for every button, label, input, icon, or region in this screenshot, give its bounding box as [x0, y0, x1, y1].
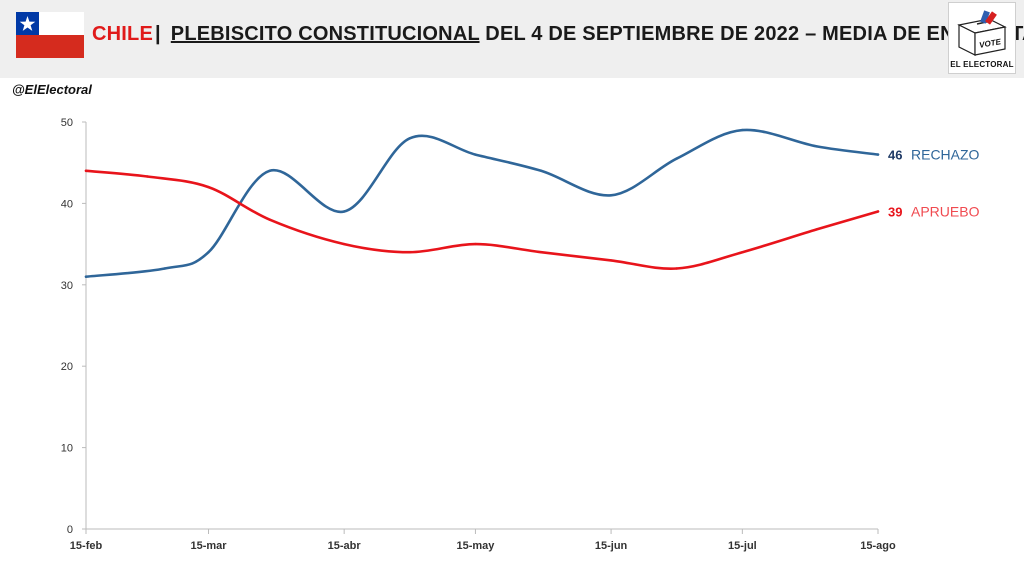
x-tick-label: 15-mar [190, 540, 227, 552]
data-point-apruebo [268, 218, 271, 221]
header-bar: CHILE | PLEBISCITO CONSTITUCIONAL DEL 4 DE… [0, 0, 1024, 78]
y-tick-label: 0 [67, 524, 73, 536]
data-point-rechazo [609, 194, 613, 197]
x-tick-label: 15-jul [728, 540, 757, 552]
data-point-apruebo [675, 267, 678, 270]
data-point-rechazo [539, 169, 543, 172]
title-underlined: PLEBISCITO CONSTITUCIONAL [170, 23, 480, 45]
data-point-rechazo [876, 153, 880, 156]
source-handle: @ElElectoral [12, 82, 92, 97]
chile-flag-icon [16, 12, 84, 58]
data-point-apruebo [815, 228, 818, 231]
y-tick-label: 20 [61, 361, 73, 373]
data-point-apruebo [84, 169, 88, 172]
x-tick-label: 15-may [456, 540, 495, 552]
x-tick-label: 15-abr [328, 540, 362, 552]
data-point-apruebo [741, 251, 744, 254]
data-point-apruebo [609, 259, 613, 262]
data-point-apruebo [207, 185, 210, 189]
series-line-rechazo [84, 128, 880, 278]
data-point-rechazo [815, 145, 818, 148]
el-electoral-logo: VOTE EL ELECTORAL [948, 2, 1016, 74]
data-point-apruebo [408, 251, 411, 254]
data-point-rechazo [268, 169, 271, 172]
data-point-apruebo [474, 242, 477, 246]
title-country: CHILE [92, 23, 153, 45]
x-tick-label: 15-jun [595, 540, 628, 552]
data-point-rechazo [408, 137, 411, 140]
data-point-rechazo [84, 275, 88, 278]
data-point-rechazo [675, 157, 678, 160]
title-rest: DEL 4 DE SEPTIEMBRE DE 2022 – MEDIA DE E… [485, 23, 1024, 45]
title-separator: | [155, 23, 161, 45]
ballot-box-icon: VOTE [957, 10, 1007, 56]
series-label-apruebo: APRUEBO [911, 204, 980, 220]
x-tick-label: 15-ago [860, 540, 896, 552]
x-tick-label: 15-feb [70, 540, 103, 552]
data-point-apruebo [343, 242, 346, 246]
data-point-rechazo [163, 267, 166, 270]
series-label-rechazo: RECHAZO [911, 147, 980, 163]
end-value-apruebo: 39 [888, 205, 902, 220]
y-tick-label: 40 [61, 198, 73, 210]
logo-box-text: VOTE [979, 37, 1003, 50]
y-tick-label: 10 [61, 443, 73, 455]
data-point-rechazo [741, 128, 744, 132]
y-tick-label: 50 [61, 117, 73, 129]
logo-label: EL ELECTORAL [950, 60, 1014, 69]
data-point-apruebo [146, 175, 149, 178]
data-point-apruebo [876, 210, 880, 213]
data-point-rechazo [474, 153, 477, 156]
data-point-rechazo [207, 251, 210, 254]
end-value-rechazo: 46 [888, 148, 902, 163]
data-point-apruebo [539, 251, 543, 254]
y-tick-label: 30 [61, 280, 73, 292]
page-title: CHILE | PLEBISCITO CONSTITUCIONAL DEL 4 DE… [92, 23, 1024, 46]
data-point-rechazo [343, 210, 346, 213]
